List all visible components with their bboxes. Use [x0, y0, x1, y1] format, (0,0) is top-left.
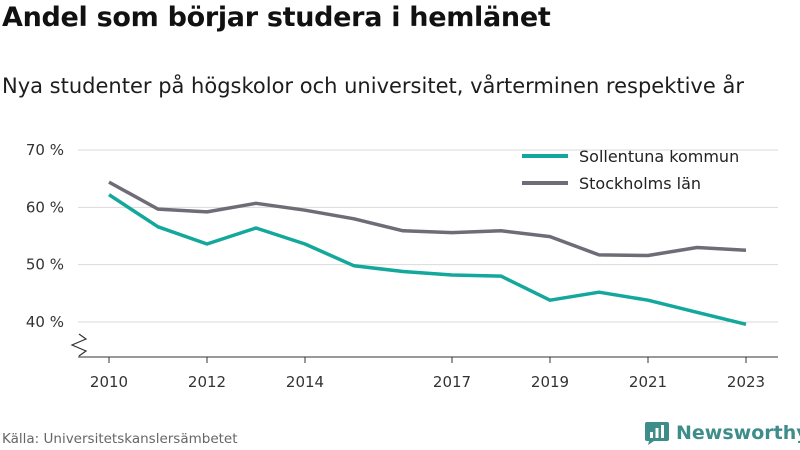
chart-subtitle: Nya studenter på högskolor och universit…: [2, 74, 744, 98]
legend: Sollentuna kommun Stockholms län: [522, 147, 739, 193]
series-lines: [108, 180, 747, 326]
source-note: Källa: Universitetskanslersämbetet: [2, 431, 238, 447]
y-tick-label: 60 %: [26, 198, 64, 216]
series-line: [108, 193, 747, 326]
brand-name: Newsworthy: [676, 422, 800, 444]
newsworthy-logo-icon: [645, 422, 669, 445]
legend-label: Sollentuna kommun: [579, 147, 739, 166]
y-tick-label: 50 %: [26, 256, 64, 274]
series-line: [108, 180, 747, 258]
line-chart: 40 % 50 % 60 % 70 % 2010 2012 2014 2017 2019 202…: [26, 141, 778, 391]
x-tick-label: 2014: [286, 373, 324, 391]
x-tick-label: 2023: [727, 373, 765, 391]
chart-title: Andel som börjar studera i hemlänet: [2, 2, 551, 33]
y-tick-label: 70 %: [26, 141, 64, 159]
x-tick-label: 2019: [531, 373, 569, 391]
brand-logo: Newsworthy: [644, 420, 800, 446]
x-tick-label: 2017: [433, 373, 471, 391]
axis-break-icon: [70, 333, 88, 357]
x-tick-label: 2012: [188, 373, 226, 391]
x-tick-label: 2021: [629, 373, 667, 391]
grid-lines: 40 % 50 % 60 % 70 %: [26, 141, 778, 357]
x-tick-label: 2010: [90, 373, 128, 391]
legend-label: Stockholms län: [579, 174, 701, 193]
y-tick-label: 40 %: [26, 313, 64, 331]
x-axis: 2010 2012 2014 2017 2019 2021 2023: [78, 356, 778, 391]
